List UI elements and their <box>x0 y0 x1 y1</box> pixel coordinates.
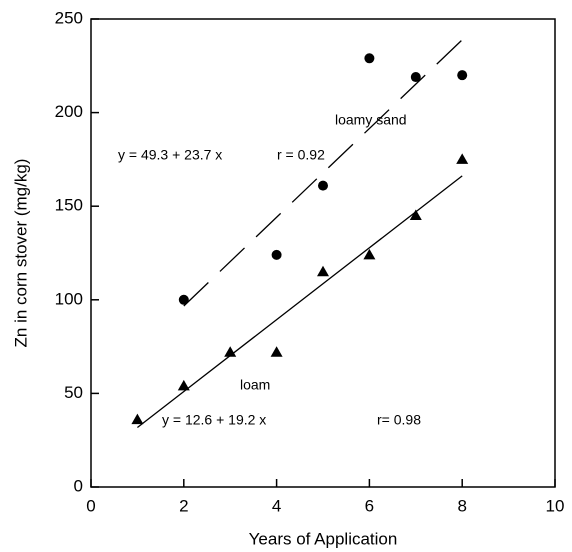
series-label: loamy sand <box>335 112 407 128</box>
series-label: loam <box>240 377 270 393</box>
x-tick-label: 4 <box>272 496 281 515</box>
point <box>318 180 328 191</box>
point <box>364 53 375 64</box>
x-tick-label: 6 <box>365 496 374 515</box>
point <box>177 379 190 391</box>
annotation: y = 49.3 + 23.7 x <box>118 147 222 163</box>
y-tick-label: 150 <box>55 196 83 215</box>
x-tick-label: 10 <box>546 496 565 515</box>
point <box>409 209 422 221</box>
y-tick-label: 200 <box>55 102 83 121</box>
x-tick-label: 0 <box>86 496 95 515</box>
point <box>410 72 421 83</box>
y-tick-label: 100 <box>55 289 83 308</box>
annotation: r= 0.98 <box>377 412 421 428</box>
point <box>456 153 469 164</box>
point <box>317 265 329 277</box>
y-tick-label: 50 <box>64 383 83 402</box>
fit-line <box>183 39 463 307</box>
point <box>224 346 237 357</box>
point <box>271 249 282 260</box>
y-tick-label: 0 <box>74 476 83 495</box>
point <box>457 70 468 81</box>
x-axis-title: Years of Application <box>249 529 398 548</box>
point <box>270 346 283 357</box>
point <box>178 294 189 305</box>
y-axis-title: Zn in corn stover (mg/kg) <box>11 159 30 348</box>
annotation: y = 12.6 + 19.2 x <box>162 412 266 428</box>
annotation: r = 0.92 <box>277 147 325 163</box>
x-tick-label: 8 <box>457 496 466 515</box>
x-tick-label: 2 <box>179 496 188 515</box>
plot-frame <box>90 18 556 488</box>
point <box>131 413 144 425</box>
point <box>363 248 376 260</box>
fit-line <box>137 175 463 428</box>
y-tick-label: 250 <box>55 8 83 27</box>
